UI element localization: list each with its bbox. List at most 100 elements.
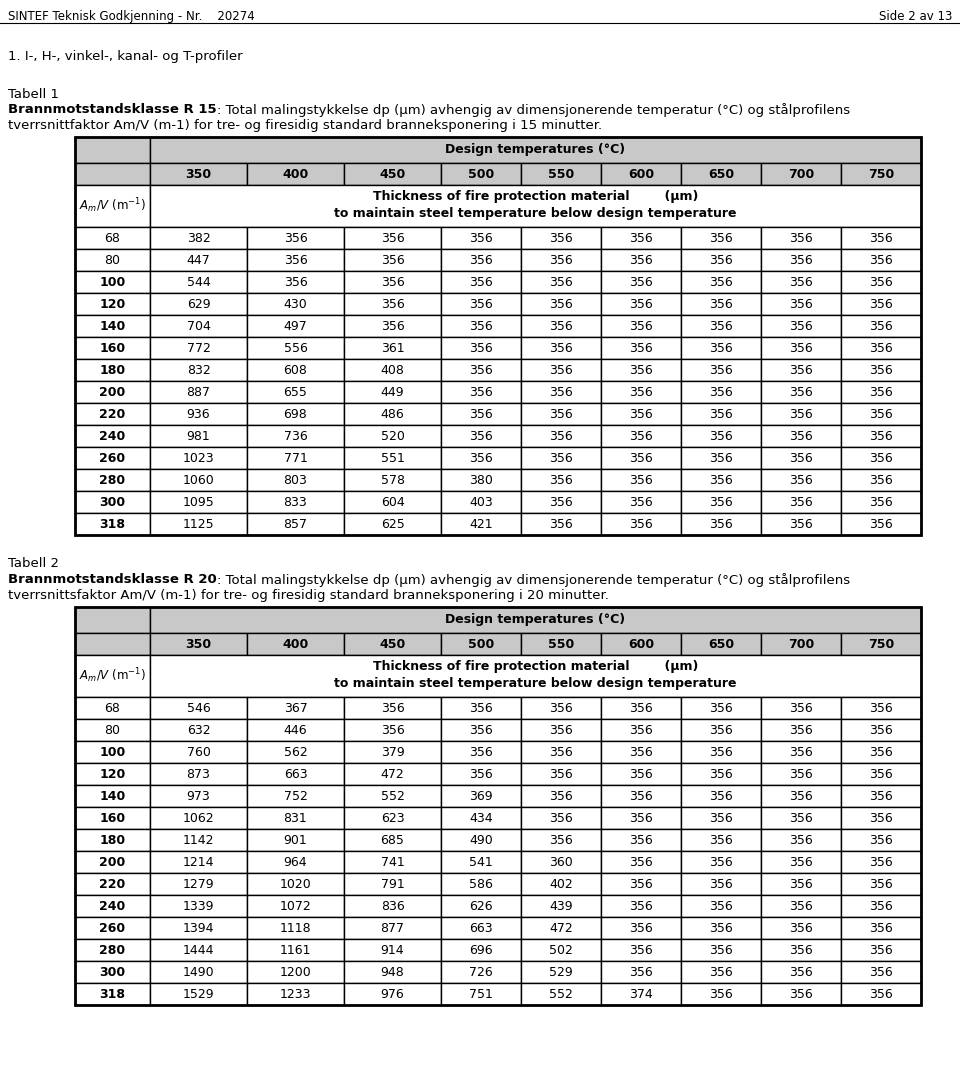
Bar bbox=[344, 315, 441, 337]
Text: 726: 726 bbox=[469, 965, 492, 978]
Text: 356: 356 bbox=[789, 922, 813, 935]
Text: 663: 663 bbox=[284, 767, 307, 780]
Text: 623: 623 bbox=[381, 812, 404, 824]
Bar bbox=[841, 741, 921, 763]
Text: 877: 877 bbox=[380, 922, 404, 935]
Bar bbox=[75, 697, 150, 720]
Bar bbox=[150, 607, 921, 633]
Bar bbox=[150, 961, 247, 984]
Text: 356: 356 bbox=[549, 298, 573, 311]
Text: 356: 356 bbox=[629, 496, 653, 509]
Bar bbox=[247, 469, 344, 491]
Bar bbox=[247, 852, 344, 873]
Text: 379: 379 bbox=[380, 745, 404, 758]
Bar bbox=[344, 895, 441, 918]
Text: Design temperatures (°C): Design temperatures (°C) bbox=[445, 613, 626, 626]
Text: 1394: 1394 bbox=[182, 922, 214, 935]
Text: 948: 948 bbox=[380, 965, 404, 978]
Text: 356: 356 bbox=[549, 790, 573, 803]
Text: 356: 356 bbox=[789, 253, 813, 266]
Text: 356: 356 bbox=[709, 790, 732, 803]
Text: 356: 356 bbox=[789, 232, 813, 245]
Bar bbox=[681, 829, 761, 852]
Text: 356: 356 bbox=[789, 988, 813, 1001]
Bar bbox=[75, 984, 150, 1005]
Bar bbox=[441, 633, 521, 655]
Bar bbox=[344, 786, 441, 807]
Text: 356: 356 bbox=[549, 812, 573, 824]
Text: 356: 356 bbox=[469, 430, 492, 443]
Bar bbox=[150, 293, 247, 315]
Text: 356: 356 bbox=[709, 430, 732, 443]
Bar bbox=[841, 337, 921, 359]
Text: 356: 356 bbox=[789, 833, 813, 846]
Text: 180: 180 bbox=[100, 833, 126, 846]
Text: 356: 356 bbox=[629, 385, 653, 398]
Bar bbox=[681, 469, 761, 491]
Bar bbox=[681, 163, 761, 185]
Text: 1020: 1020 bbox=[279, 878, 311, 890]
Bar bbox=[75, 513, 150, 535]
Bar bbox=[441, 249, 521, 270]
Text: 356: 356 bbox=[789, 364, 813, 377]
Bar bbox=[75, 163, 150, 185]
Bar bbox=[441, 939, 521, 961]
Text: 356: 356 bbox=[469, 451, 492, 464]
Text: 356: 356 bbox=[709, 856, 732, 869]
Text: 260: 260 bbox=[100, 451, 126, 464]
Bar bbox=[601, 447, 681, 469]
Text: 356: 356 bbox=[469, 724, 492, 737]
Text: 550: 550 bbox=[548, 637, 574, 650]
Text: 1. I-, H-, vinkel-, kanal- og T-profiler: 1. I-, H-, vinkel-, kanal- og T-profiler bbox=[8, 50, 243, 63]
Text: 350: 350 bbox=[185, 168, 211, 181]
Bar bbox=[601, 425, 681, 447]
Text: 1095: 1095 bbox=[182, 496, 214, 509]
Bar bbox=[247, 720, 344, 741]
Text: 655: 655 bbox=[283, 385, 307, 398]
Bar bbox=[75, 227, 150, 249]
Text: 356: 356 bbox=[869, 276, 893, 289]
Text: SINTEF Teknisk Godkjenning - Nr.    20274: SINTEF Teknisk Godkjenning - Nr. 20274 bbox=[8, 10, 254, 23]
Bar bbox=[601, 227, 681, 249]
Bar bbox=[344, 633, 441, 655]
Text: 752: 752 bbox=[283, 790, 307, 803]
Bar bbox=[441, 270, 521, 293]
Text: 356: 356 bbox=[380, 276, 404, 289]
Text: 421: 421 bbox=[469, 517, 492, 530]
Bar bbox=[521, 786, 601, 807]
Bar bbox=[247, 807, 344, 829]
Text: 356: 356 bbox=[629, 517, 653, 530]
Bar bbox=[247, 918, 344, 939]
Text: 300: 300 bbox=[100, 965, 126, 978]
Bar bbox=[761, 469, 841, 491]
Text: 1214: 1214 bbox=[182, 856, 214, 869]
Text: 901: 901 bbox=[283, 833, 307, 846]
Bar bbox=[75, 895, 150, 918]
Text: 356: 356 bbox=[709, 385, 732, 398]
Bar bbox=[841, 163, 921, 185]
Bar bbox=[75, 447, 150, 469]
Text: 356: 356 bbox=[549, 364, 573, 377]
Text: 551: 551 bbox=[380, 451, 404, 464]
Bar bbox=[75, 807, 150, 829]
Text: 356: 356 bbox=[789, 319, 813, 332]
Bar bbox=[521, 447, 601, 469]
Bar bbox=[601, 984, 681, 1005]
Bar bbox=[601, 852, 681, 873]
Text: 356: 356 bbox=[469, 767, 492, 780]
Text: 356: 356 bbox=[549, 451, 573, 464]
Bar bbox=[150, 513, 247, 535]
Bar bbox=[344, 270, 441, 293]
Bar bbox=[344, 163, 441, 185]
Text: 356: 356 bbox=[380, 724, 404, 737]
Bar bbox=[344, 741, 441, 763]
Text: 356: 356 bbox=[629, 430, 653, 443]
Bar bbox=[344, 763, 441, 786]
Bar bbox=[75, 786, 150, 807]
Text: 586: 586 bbox=[469, 878, 492, 890]
Text: 356: 356 bbox=[380, 701, 404, 714]
Text: 791: 791 bbox=[380, 878, 404, 890]
Bar bbox=[344, 961, 441, 984]
Text: 356: 356 bbox=[869, 430, 893, 443]
Bar bbox=[247, 513, 344, 535]
